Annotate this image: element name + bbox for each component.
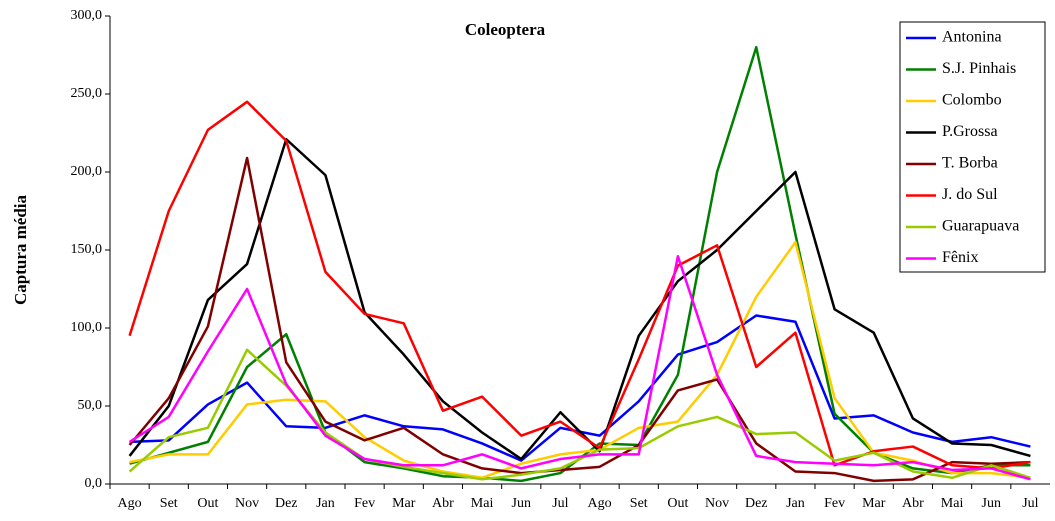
x-tick-label: Mai xyxy=(471,496,494,511)
x-tick-label: Mar xyxy=(862,496,886,511)
series-line xyxy=(128,100,1031,470)
y-tick-label: 300,0 xyxy=(71,8,103,23)
x-tick-label: Abr xyxy=(902,496,924,511)
x-tick-label: Dez xyxy=(275,496,298,511)
x-tick-label: Out xyxy=(667,496,688,511)
legend-box xyxy=(899,21,1046,273)
x-tick-label: Jun xyxy=(982,496,1001,511)
series-line xyxy=(128,156,1031,483)
series-line xyxy=(129,240,1031,480)
series-line xyxy=(129,314,1031,462)
x-tick-label: Abr xyxy=(432,496,454,511)
x-tick-label: Fev xyxy=(354,496,375,511)
y-tick-label: 150,0 xyxy=(71,242,103,257)
series-line xyxy=(128,348,1031,481)
x-tick-label: Dez xyxy=(745,496,768,511)
y-tick-label: 50,0 xyxy=(78,398,103,413)
y-tick-label: 200,0 xyxy=(71,164,103,179)
legend-label: Antonina xyxy=(942,29,1002,46)
y-tick-label: 0,0 xyxy=(85,476,103,491)
x-tick-label: Set xyxy=(160,496,178,511)
x-tick-label: Nov xyxy=(705,496,729,511)
x-tick-label: Fev xyxy=(824,496,845,511)
legend-label: Colombo xyxy=(942,92,1002,109)
legend-label: Fênix xyxy=(942,249,978,266)
chart-title: Coleoptera xyxy=(465,20,546,39)
legend-label: P.Grossa xyxy=(942,123,998,140)
y-tick-label: 250,0 xyxy=(71,86,103,101)
x-tick-label: Jul xyxy=(552,496,568,511)
x-tick-label: Nov xyxy=(235,496,259,511)
series-line xyxy=(128,254,1031,481)
x-tick-label: Jan xyxy=(786,496,805,511)
legend-label: T. Borba xyxy=(942,155,998,172)
legend-label: S.J. Pinhais xyxy=(942,60,1016,77)
legend-label: Guarapuava xyxy=(942,218,1019,235)
x-tick-label: Jul xyxy=(1022,496,1038,511)
x-tick-label: Mai xyxy=(941,496,964,511)
legend-label: J. do Sul xyxy=(942,186,998,203)
y-axis-label: Captura média xyxy=(11,194,30,305)
x-tick-label: Ago xyxy=(588,496,612,511)
x-tick-label: Out xyxy=(197,496,218,511)
x-tick-label: Mar xyxy=(392,496,416,511)
y-tick-label: 100,0 xyxy=(71,320,103,335)
x-tick-label: Jan xyxy=(316,496,335,511)
x-tick-label: Ago xyxy=(118,496,142,511)
series-line xyxy=(128,137,1031,461)
series-line xyxy=(129,45,1031,483)
x-tick-label: Set xyxy=(630,496,648,511)
x-tick-label: Jun xyxy=(512,496,531,511)
